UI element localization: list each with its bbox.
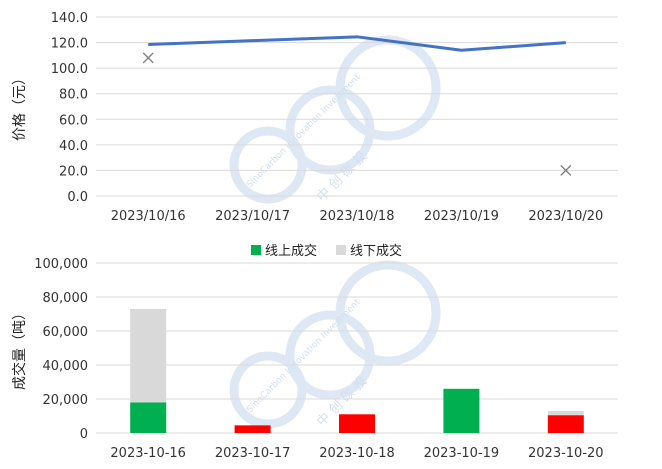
- legend-label: 线上成交: [265, 243, 317, 259]
- price-line-chart: 价格（元） 0.0 20.0 40.0 60.0 80.0 100.0 120.0 140.0…: [12, 11, 618, 224]
- price-y-ticks: 0.0 20.0 40.0 60.0 80.0 100.0 120.0 140.0: [51, 11, 88, 205]
- volume-y-ticks: 0 20,000 40,000 60,000 80,000 100,000: [34, 257, 88, 442]
- volume-y-tick-label: 20,000: [43, 393, 89, 408]
- price-x-marker: [142, 52, 154, 64]
- volume-bar-offline: [130, 308, 167, 403]
- legend-swatch: [251, 245, 261, 255]
- price-x-tick-label: 2023/10/19: [424, 209, 499, 224]
- watermark-bottom: SinoCarbon Innovation Investment 中 创 碳 投: [229, 260, 441, 430]
- volume-bar-online: [547, 415, 584, 433]
- volume-y-tick-label: 100,000: [34, 257, 88, 272]
- volume-x-ticks: 2023-10-16 2023-10-17 2023-10-18 2023-10-19…: [110, 446, 603, 461]
- volume-bar-offline: [547, 410, 584, 416]
- price-series: [142, 35, 572, 176]
- price-y-tick-label: 140.0: [51, 11, 88, 26]
- price-x-marker-stroke: [142, 52, 154, 64]
- price-y-tick-label: 20.0: [59, 164, 88, 179]
- volume-y-tick-label: 40,000: [43, 359, 89, 374]
- volume-bar-online: [130, 402, 167, 433]
- price-x-tick-label: 2023/10/16: [111, 209, 186, 224]
- legend-swatch: [336, 245, 346, 255]
- price-x-tick-label: 2023/10/17: [215, 209, 290, 224]
- volume-x-tick-label: 2023-10-19: [424, 446, 500, 461]
- legend-label: 线下成交: [350, 243, 402, 259]
- price-y-tick-label: 60.0: [59, 113, 88, 128]
- price-x-marker: [560, 164, 572, 176]
- watermark-top: SinoCarbon Innovation Investment 中 创 碳 投: [229, 35, 441, 205]
- price-x-tick-label: 2023/10/20: [528, 209, 603, 224]
- volume-y-tick-label: 60,000: [43, 325, 89, 340]
- price-y-tick-label: 0.0: [67, 190, 88, 205]
- price-x-tick-label: 2023/10/18: [320, 209, 395, 224]
- price-y-tick-label: 80.0: [59, 88, 88, 103]
- volume-x-tick-label: 2023-10-16: [110, 446, 186, 461]
- volume-x-tick-label: 2023-10-18: [319, 446, 395, 461]
- price-x-marker-stroke: [560, 164, 572, 176]
- price-y-tick-label: 120.0: [51, 37, 88, 52]
- volume-x-tick-label: 2023-10-17: [215, 446, 291, 461]
- price-x-ticks: 2023/10/16 2023/10/17 2023/10/18 2023/10/19…: [111, 209, 604, 224]
- volume-bar-online: [234, 425, 271, 433]
- price-y-tick-label: 40.0: [59, 139, 88, 154]
- volume-bars: [130, 308, 584, 433]
- volume-y-axis-title: 成交量（吨）: [11, 306, 28, 390]
- volume-bar-online: [339, 414, 375, 433]
- volume-x-tick-label: 2023-10-20: [528, 446, 604, 461]
- price-y-axis-title: 价格（元）: [12, 71, 28, 141]
- volume-bar-chart: 成交量（吨） 线上成交 线下成交 0 20,000 40,000 60,000 80,00…: [11, 243, 618, 461]
- volume-legend: 线上成交 线下成交: [251, 243, 402, 259]
- price-line-series: [148, 35, 566, 52]
- volume-y-tick-label: 80,000: [43, 291, 89, 306]
- price-y-tick-label: 100.0: [51, 62, 88, 77]
- price-gridlines: [96, 16, 618, 197]
- volume-bar-online: [443, 388, 480, 433]
- volume-y-tick-label: 0: [80, 427, 88, 442]
